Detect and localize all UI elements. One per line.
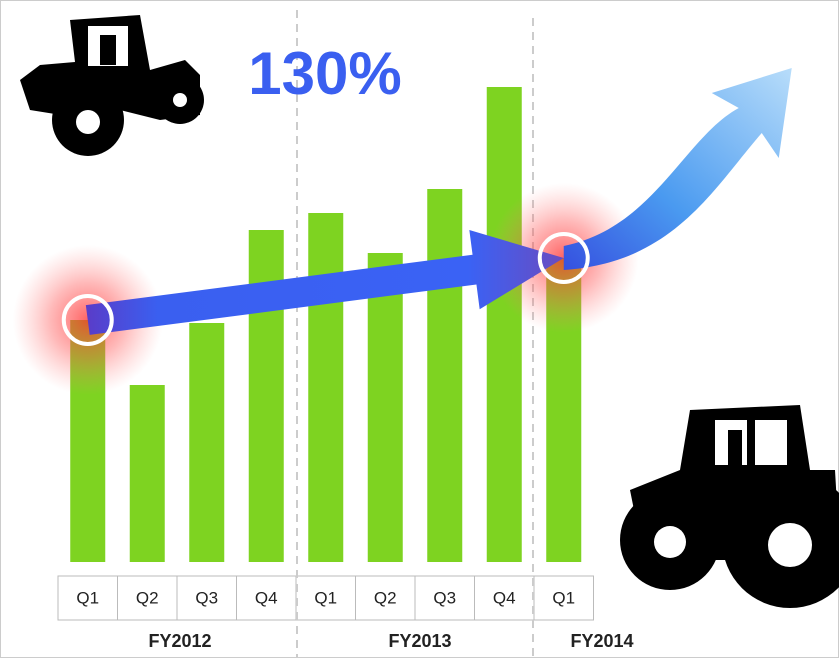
- x-tick-label: Q1: [552, 588, 575, 607]
- x-tick-label: Q4: [255, 588, 278, 607]
- group-label: FY2012: [148, 631, 211, 651]
- overlay: [12, 68, 792, 395]
- bar: [486, 87, 522, 562]
- highlight-ring: [537, 232, 590, 284]
- tractor-icon: [20, 15, 204, 156]
- x-tick-label: Q2: [374, 588, 397, 607]
- growth-curve-arrow: [563, 68, 792, 270]
- bar: [129, 385, 165, 562]
- group-label: FY2013: [388, 631, 451, 651]
- category-cell: [57, 575, 118, 621]
- highlight-ring: [61, 294, 114, 346]
- bar: [427, 189, 463, 562]
- trend-arrow: [85, 229, 564, 335]
- category-cell: [533, 575, 594, 621]
- x-tick-label: Q3: [433, 588, 456, 607]
- x-tick-label: Q4: [493, 588, 516, 607]
- bar: [308, 213, 344, 562]
- category-cell: [117, 575, 178, 621]
- tractor-icon: [620, 405, 839, 608]
- growth-annotation: 130%: [248, 40, 401, 107]
- bar: [248, 230, 284, 562]
- group-label: FY2014: [570, 631, 633, 651]
- bar: [367, 253, 403, 562]
- bar: [189, 323, 225, 562]
- x-tick-label: Q3: [195, 588, 218, 607]
- bars: Q1 Q2 Q3 Q4 Q1 Q2 Q3 Q4 Q1 FY2012 FY2013 FY2014: [57, 87, 634, 651]
- x-tick-label: Q1: [76, 588, 99, 607]
- x-tick-label: Q1: [314, 588, 337, 607]
- x-tick-label: Q2: [136, 588, 159, 607]
- category-cell: [355, 575, 416, 621]
- category-cell: [474, 575, 535, 621]
